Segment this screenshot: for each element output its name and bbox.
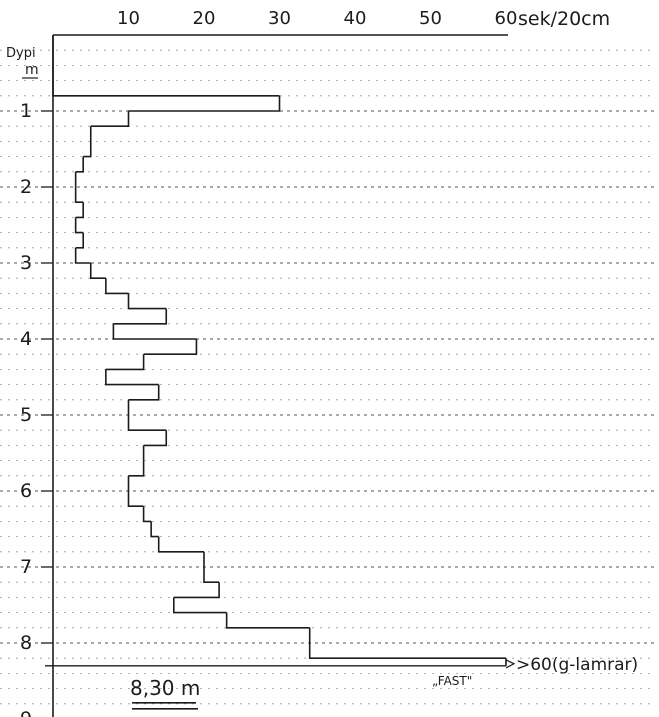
step-segment [143,339,198,355]
step-segment [128,384,160,401]
step-segment [105,278,129,295]
step-segment [143,430,168,447]
x-tick-label: 50 [419,8,442,29]
step-segment [112,323,197,340]
fast-label: „FAST" [432,674,472,688]
axes [52,34,508,717]
step-segment [225,612,310,629]
step-segment [83,126,92,158]
x-tick-label: 20 [193,8,216,29]
x-tick-labels: 10 20 30 40 50 60 [117,8,517,29]
y-tick-label: 2 [20,176,32,198]
step-segment [75,232,84,249]
step-segment [89,263,106,279]
total-depth-label: 8,30 m [130,676,200,700]
y-tick-marks [41,110,53,644]
step-segment [308,627,506,659]
y-axis-label-dypi: Dypi [6,46,36,61]
y-tick-labels: 1 2 3 4 5 6 7 8 9 [20,100,32,717]
y-tick-label: 3 [20,252,32,274]
step-segment [105,369,159,386]
step-segment [128,445,145,477]
y-tick-label: 9 [20,708,32,717]
y-tick-label: 4 [20,328,32,350]
step-segment [75,156,84,173]
step-profile [52,35,507,666]
step-segment [90,111,130,127]
step-segment [128,95,281,112]
step-segment [74,247,91,264]
y-axis-label-unit: m [25,62,39,78]
y-tick-label: 1 [20,100,32,122]
step-segment [142,506,152,523]
y-tick-label: 6 [20,480,32,502]
y-tick-label: 7 [20,556,32,578]
step-segment [127,293,167,310]
step-segment [127,399,167,431]
dotted-grid [0,49,655,705]
step-segment [150,521,159,538]
x-tick-label: 10 [117,8,140,29]
step-segment [74,171,84,203]
x-tick-label: 60 [495,8,518,29]
x-tick-label: 30 [268,8,291,29]
refusal-marker-label: >60(g-lamrar) [516,655,638,675]
step-segment [74,217,84,234]
refusal-arrow-icon [505,659,516,669]
y-tick-label: 5 [20,404,32,426]
x-unit-label: sek/20cm [518,8,610,30]
step-segment [52,35,280,97]
step-segment [203,551,220,583]
x-tick-label: 40 [344,8,367,29]
y-tick-label: 8 [20,632,32,654]
step-segment [157,536,204,553]
step-segment [173,597,227,614]
step-segment [127,475,144,507]
step-segment [75,202,84,219]
step-segment [113,308,168,325]
step-segment [173,582,220,599]
step-segment [105,354,145,371]
